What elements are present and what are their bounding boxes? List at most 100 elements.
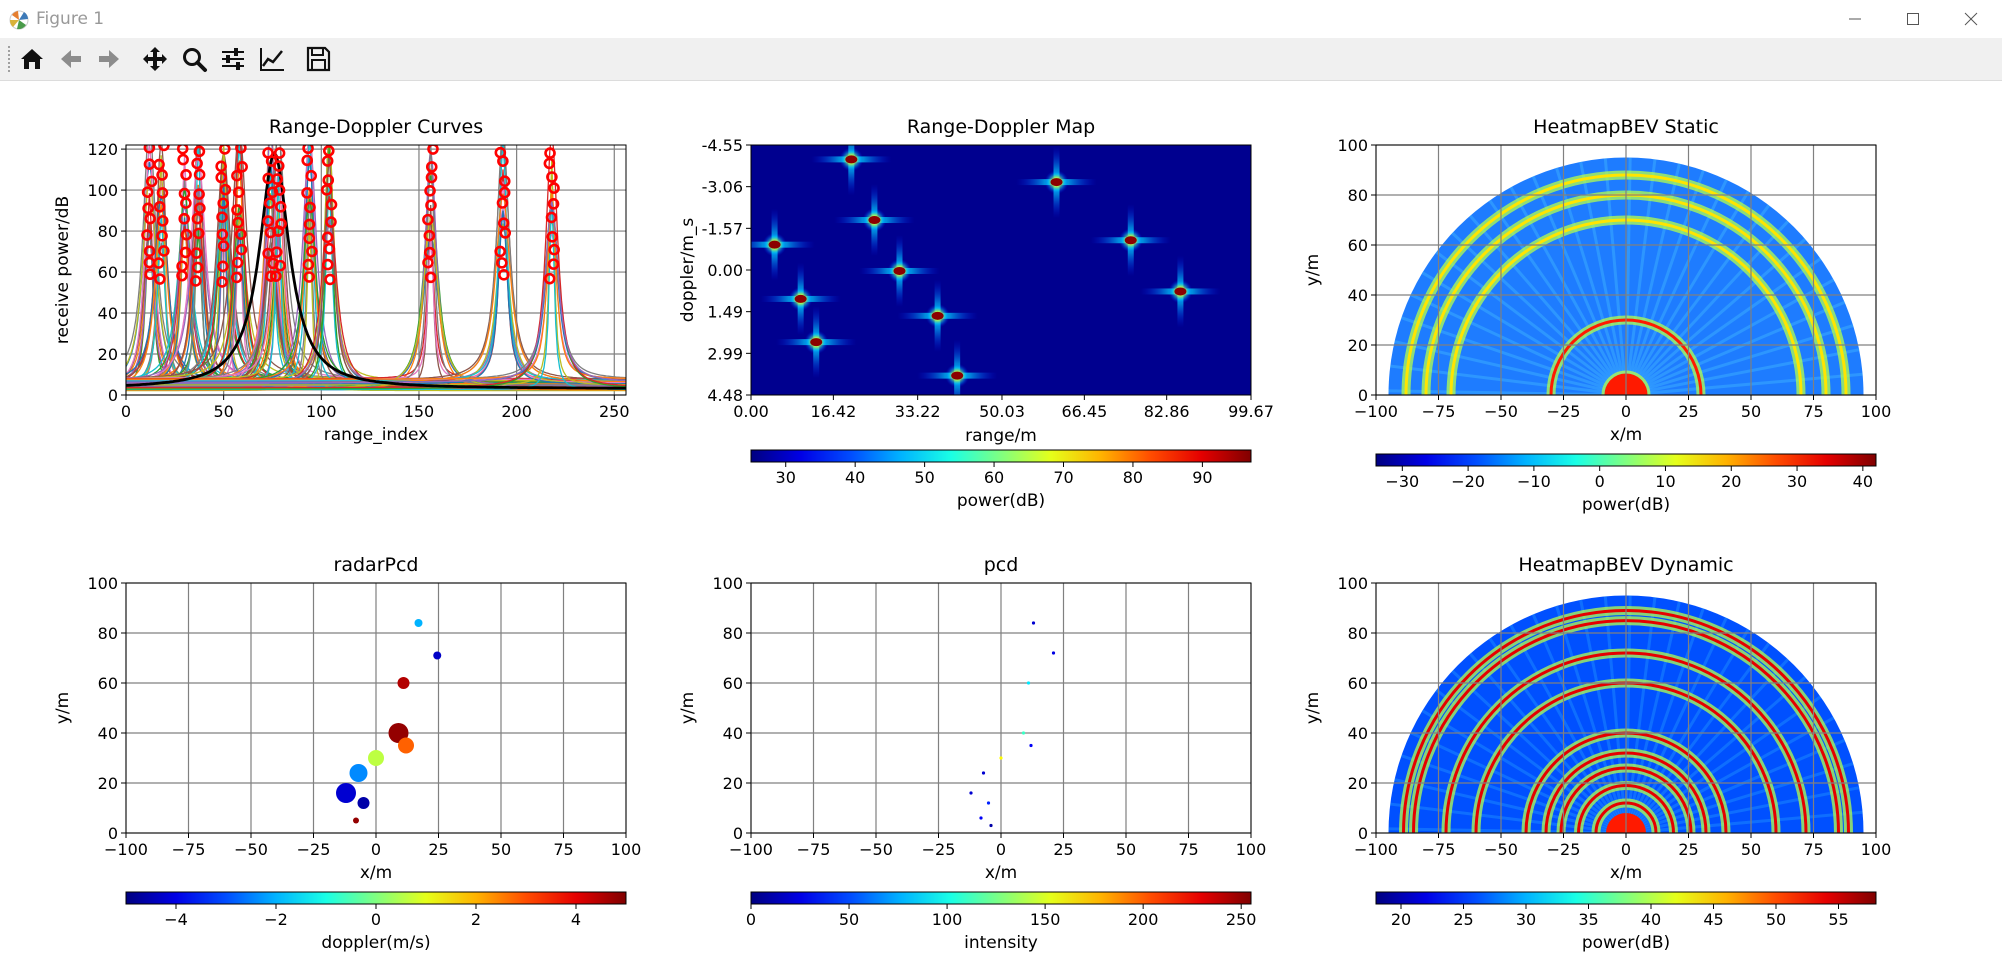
bev-beam	[1625, 676, 1807, 833]
peak-marker	[423, 246, 436, 259]
peak-marker	[231, 169, 243, 182]
floppy-disk-icon	[306, 46, 331, 72]
peak-marker	[321, 231, 334, 244]
line-chart-icon	[260, 48, 284, 71]
toolbar-grip[interactable]	[8, 46, 14, 72]
zoom-button[interactable]	[177, 43, 211, 75]
x-tick-label: −25	[1547, 840, 1581, 859]
y-tick-label: 0	[108, 824, 118, 843]
peak-marker	[272, 160, 285, 172]
peak-marker	[192, 227, 205, 240]
x-tick-label: 99.67	[1228, 402, 1274, 421]
y-tick-label: 20	[1348, 336, 1368, 355]
scatter-point	[433, 651, 442, 660]
peak-marker	[301, 187, 313, 199]
peak-marker	[236, 161, 248, 173]
bev-beam	[1451, 669, 1628, 833]
peak-marker	[302, 258, 315, 271]
x-tick-label: −50	[859, 840, 893, 859]
x-tick-label: −75	[1422, 402, 1456, 421]
bev-beam	[1390, 802, 1627, 833]
axes-title: Range-Doppler Curves	[269, 116, 483, 138]
peak-marker	[425, 171, 438, 184]
configure-subplots-button[interactable]	[216, 43, 250, 75]
peak-marker	[143, 245, 156, 258]
x-tick-label: 33.22	[895, 402, 941, 421]
scatter-point	[1026, 681, 1031, 685]
bev-beam	[1435, 688, 1627, 833]
colorbar-tick-label: 40	[1853, 472, 1873, 491]
arrow-right-icon	[99, 50, 119, 68]
colorbar-label: power(dB)	[1582, 495, 1670, 515]
axes-title: HeatmapBEV Static	[1533, 116, 1719, 138]
colorbar-label: doppler(m/s)	[321, 933, 430, 953]
peak-marker	[494, 146, 507, 159]
scatter-point	[336, 783, 356, 803]
peak-marker	[215, 160, 227, 173]
colorbar-tick-label: 4	[571, 910, 581, 929]
radarpcd-axes: −100 −75 −50 −25 0 25 50 75 100020406080100radar…	[53, 554, 641, 953]
y-tick-label: -4.55	[702, 136, 743, 155]
peak-marker	[232, 186, 245, 198]
x-tick-label: −100	[104, 840, 148, 859]
y-tick-label: 0	[1358, 824, 1368, 843]
peak-marker	[306, 245, 318, 258]
peak-marker	[176, 145, 189, 155]
home-button[interactable]	[15, 43, 49, 75]
peak-marker	[324, 273, 336, 286]
x-tick-label: 50	[1741, 840, 1761, 859]
forward-button[interactable]	[92, 43, 126, 75]
minimize-button[interactable]	[1826, 0, 1884, 38]
back-button[interactable]	[54, 43, 88, 75]
edit-axis-button[interactable]	[255, 43, 289, 75]
colorbar-tick-label: −4	[164, 910, 188, 929]
close-button[interactable]	[1942, 0, 2000, 38]
peak-marker	[303, 271, 315, 283]
axes-title: radarPcd	[334, 554, 419, 576]
pan-button[interactable]	[138, 43, 172, 75]
peak-marker	[273, 147, 286, 159]
peak-marker	[303, 232, 316, 245]
peak-marker	[427, 145, 439, 155]
x-tick-label: −100	[1354, 840, 1398, 859]
x-tick-label: 50	[491, 840, 511, 859]
peak-marker	[177, 153, 189, 166]
peak-marker	[230, 271, 243, 284]
x-axis-label: x/m	[985, 863, 1017, 883]
peak-marker	[180, 228, 193, 241]
peak-marker	[142, 202, 154, 215]
colorbar-tick-label: −10	[1517, 472, 1551, 491]
y-tick-label: 100	[87, 181, 118, 200]
peak-marker	[217, 260, 229, 273]
scatter-point	[397, 677, 410, 689]
peak-marker	[231, 204, 243, 216]
navigation-toolbar	[0, 38, 2002, 81]
peak-marker	[496, 257, 508, 269]
bev-beam	[1625, 716, 1835, 833]
bev-beam	[1624, 595, 1632, 833]
peak-marker	[270, 246, 283, 258]
x-tick-label: 150	[404, 402, 435, 421]
figure-canvas[interactable]: 0 50 100 150 200 250 0 20 40 60 80 100 120 Range-Dopp…	[0, 81, 2002, 957]
colorbar-tick-label: 30	[1516, 910, 1536, 929]
figure-svg: 0 50 100 150 200 250020406080100120Range-Dopp…	[53, 116, 1891, 953]
window-title: Figure 1	[36, 9, 105, 29]
peak-marker	[216, 211, 228, 223]
y-tick-label: 60	[1348, 674, 1368, 693]
peak-marker	[271, 173, 284, 185]
colorbar-tick-label: 100	[932, 910, 963, 929]
x-axis-label: x/m	[1610, 425, 1642, 445]
peak-marker	[193, 168, 206, 181]
bev-beam	[1625, 738, 1846, 833]
x-tick-label: −25	[297, 840, 331, 859]
y-tick-label: 60	[723, 674, 743, 693]
colorbar-tick-label: 0	[371, 910, 381, 929]
main-power-curve	[126, 150, 626, 390]
peak-marker	[219, 183, 232, 196]
peak-marker	[321, 155, 334, 167]
target-peak	[951, 371, 964, 380]
peak-marker	[193, 145, 206, 158]
colorbar-tick-label: 150	[1030, 910, 1061, 929]
maximize-button[interactable]	[1884, 0, 1942, 38]
save-button[interactable]	[301, 43, 335, 75]
